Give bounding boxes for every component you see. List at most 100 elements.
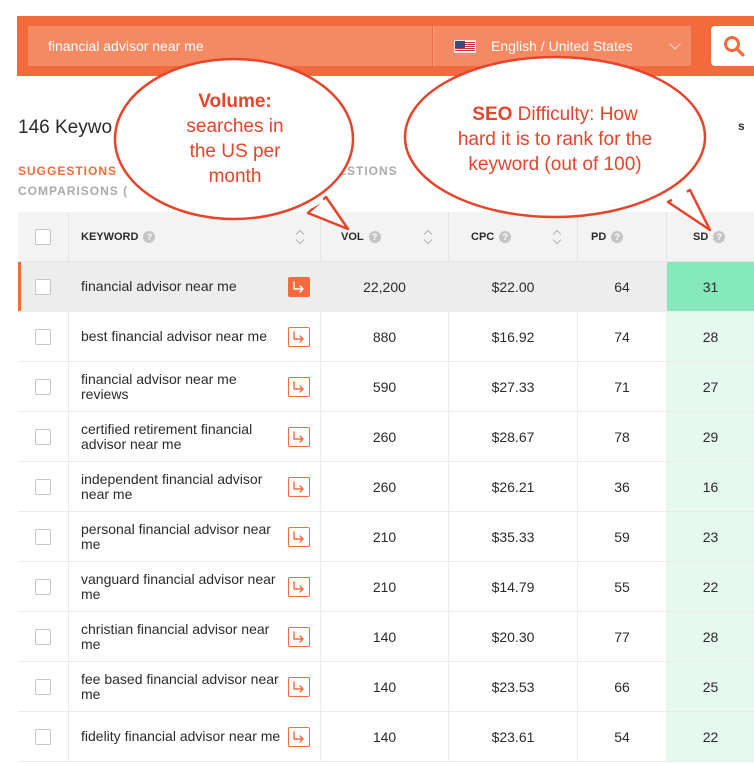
table-row[interactable]: financial advisor near me 22,200 $22.00 64 3… xyxy=(18,262,754,312)
table-row[interactable]: certified retirement financial advisor n… xyxy=(18,412,754,462)
keyword-cell: certified retirement financial advisor n… xyxy=(68,412,320,461)
sd-cell: 23 xyxy=(666,512,754,561)
table-row[interactable]: best financial advisor near me 880 $16.92 7… xyxy=(18,312,754,362)
keyword-text[interactable]: independent financial advisor near me xyxy=(81,470,263,502)
arrow-right-icon xyxy=(293,680,304,693)
open-keyword-button[interactable] xyxy=(288,526,310,547)
row-checkbox[interactable] xyxy=(35,678,51,695)
volume-callout-line1: searches in xyxy=(186,116,284,137)
row-checkbox-cell xyxy=(18,362,68,411)
open-keyword-button[interactable] xyxy=(288,626,310,647)
header-checkbox-cell xyxy=(18,212,68,261)
table-row[interactable]: independent financial advisor near me 260… xyxy=(18,462,754,512)
chevron-down-icon xyxy=(669,38,681,50)
select-all-checkbox[interactable] xyxy=(35,228,51,245)
arrow-right-icon xyxy=(293,330,304,343)
arrow-right-icon xyxy=(293,530,304,543)
header-cpc-label: CPC xyxy=(471,230,495,243)
row-checkbox[interactable] xyxy=(35,528,51,545)
cpc-cell: $28.67 xyxy=(448,412,577,461)
open-keyword-button[interactable] xyxy=(288,726,310,747)
keyword-text[interactable]: financial advisor near me xyxy=(81,278,237,294)
row-checkbox-cell xyxy=(18,312,68,361)
table-body: financial advisor near me 22,200 $22.00 64 3… xyxy=(18,262,754,762)
keyword-cell: financial advisor near me xyxy=(68,262,320,311)
arrow-right-icon xyxy=(293,630,304,643)
tab-questions[interactable]: ESTIONS xyxy=(338,164,398,178)
vol-cell: 260 xyxy=(320,412,448,461)
keyword-text[interactable]: personal financial advisor near me xyxy=(81,520,271,552)
language-select[interactable]: English / United States xyxy=(433,26,691,66)
row-checkbox-cell xyxy=(18,662,68,711)
row-checkbox-cell xyxy=(18,412,68,461)
table-row[interactable]: christian financial advisor near me 140 $2… xyxy=(18,612,754,662)
header-keyword[interactable]: KEYWORD ? xyxy=(68,212,320,261)
search-button[interactable] xyxy=(711,26,754,66)
sd-callout-line3: keyword (out of 100) xyxy=(468,154,642,175)
keyword-text[interactable]: fidelity financial advisor near me xyxy=(81,728,281,744)
keyword-cell: vanguard financial advisor near me xyxy=(68,562,320,611)
sd-cell: 16 xyxy=(666,462,754,511)
keyword-text[interactable]: fee based financial advisor near me xyxy=(81,670,279,702)
tab-suggestions[interactable]: SUGGESTIONS xyxy=(18,164,118,178)
header-sd[interactable]: SD ? xyxy=(666,212,754,261)
vol-cell: 880 xyxy=(320,312,448,361)
search-input[interactable] xyxy=(28,26,432,66)
arrow-right-icon xyxy=(293,430,304,443)
sd-cell: 28 xyxy=(666,612,754,661)
row-checkbox[interactable] xyxy=(35,578,51,595)
open-keyword-button[interactable] xyxy=(288,576,310,597)
row-checkbox[interactable] xyxy=(35,278,51,295)
row-checkbox[interactable] xyxy=(35,428,51,445)
header-vol[interactable]: VOL ? xyxy=(320,212,448,261)
cpc-cell: $26.21 xyxy=(448,462,577,511)
open-keyword-button[interactable] xyxy=(288,476,310,497)
row-checkbox[interactable] xyxy=(35,328,51,345)
keyword-text[interactable]: vanguard financial advisor near me xyxy=(81,570,276,602)
volume-callout: Volume: searches in the US per month xyxy=(108,55,363,235)
keyword-cell: fidelity financial advisor near me xyxy=(68,712,320,761)
search-bar: English / United States xyxy=(17,16,754,76)
info-icon[interactable]: ? xyxy=(499,230,512,243)
open-keyword-button[interactable] xyxy=(288,276,310,297)
open-keyword-button[interactable] xyxy=(288,326,310,347)
volume-callout-line2: the US per xyxy=(189,141,281,162)
table-row[interactable]: fee based financial advisor near me 140 $2… xyxy=(18,662,754,712)
info-icon[interactable]: ? xyxy=(713,230,726,243)
header-pd-label: PD xyxy=(591,230,607,243)
table-header: KEYWORD ? VOL ? CPC ? PD ? SD ? xyxy=(18,212,754,262)
table-row[interactable]: financial advisor near me reviews 590 $27.… xyxy=(18,362,754,412)
vol-cell: 140 xyxy=(320,712,448,761)
keyword-cell: best financial advisor near me xyxy=(68,312,320,361)
sd-cell: 27 xyxy=(666,362,754,411)
toolbar-cutoff-label: s xyxy=(738,119,745,133)
tab-comparisons[interactable]: COMPARISONS ( xyxy=(18,184,129,198)
keyword-text[interactable]: certified retirement financial advisor n… xyxy=(81,420,253,452)
cpc-cell: $20.30 xyxy=(448,612,577,661)
keyword-cell: fee based financial advisor near me xyxy=(68,662,320,711)
table-row[interactable]: vanguard financial advisor near me 210 $14… xyxy=(18,562,754,612)
header-pd[interactable]: PD ? xyxy=(577,212,666,261)
open-keyword-button[interactable] xyxy=(288,376,310,397)
info-icon[interactable]: ? xyxy=(143,230,156,243)
keyword-text[interactable]: christian financial advisor near me xyxy=(81,620,270,652)
open-keyword-button[interactable] xyxy=(288,676,310,697)
keyword-text[interactable]: financial advisor near me reviews xyxy=(81,370,237,402)
pd-cell: 74 xyxy=(577,312,666,361)
vol-cell: 210 xyxy=(320,512,448,561)
language-label: English / United States xyxy=(491,38,633,54)
keyword-text[interactable]: best financial advisor near me xyxy=(81,328,267,344)
info-icon[interactable]: ? xyxy=(611,230,624,243)
row-checkbox[interactable] xyxy=(35,478,51,495)
vol-cell: 590 xyxy=(320,362,448,411)
open-keyword-button[interactable] xyxy=(288,426,310,447)
volume-callout-line3: month xyxy=(208,166,262,187)
row-checkbox[interactable] xyxy=(35,728,51,745)
table-row[interactable]: personal financial advisor near me 210 $35… xyxy=(18,512,754,562)
row-checkbox[interactable] xyxy=(35,378,51,395)
search-icon xyxy=(724,36,745,57)
info-icon[interactable]: ? xyxy=(368,230,381,243)
row-checkbox[interactable] xyxy=(35,628,51,645)
table-row[interactable]: fidelity financial advisor near me 140 $23… xyxy=(18,712,754,762)
header-cpc[interactable]: CPC ? xyxy=(448,212,577,261)
